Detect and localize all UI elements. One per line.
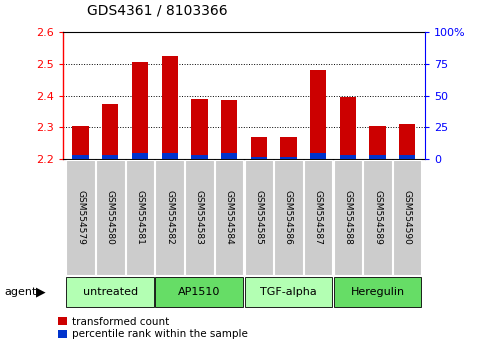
Bar [132, 153, 148, 159]
Bar [340, 155, 356, 159]
Bar [191, 155, 208, 159]
Text: GSM554581: GSM554581 [136, 190, 144, 245]
Text: GSM554585: GSM554585 [254, 190, 263, 245]
Bar [66, 160, 95, 275]
Text: GSM554579: GSM554579 [76, 190, 85, 245]
Text: TGF-alpha: TGF-alpha [260, 287, 317, 297]
Bar [369, 155, 386, 159]
Text: GSM554583: GSM554583 [195, 190, 204, 245]
Bar [244, 277, 332, 307]
Bar [244, 160, 273, 275]
Bar [215, 160, 243, 275]
Bar [393, 160, 422, 275]
Bar [96, 160, 125, 275]
Bar [185, 160, 213, 275]
Bar [161, 153, 178, 159]
Bar [334, 277, 422, 307]
Bar [102, 155, 118, 159]
Text: GSM554587: GSM554587 [313, 190, 323, 245]
Text: GSM554588: GSM554588 [343, 190, 352, 245]
Bar [399, 155, 415, 159]
Bar [191, 99, 208, 159]
Text: GSM554584: GSM554584 [225, 190, 234, 245]
Bar [251, 137, 267, 159]
Text: GSM554582: GSM554582 [165, 190, 174, 245]
Bar [156, 160, 184, 275]
Text: ▶: ▶ [36, 286, 46, 298]
Text: AP1510: AP1510 [178, 287, 221, 297]
Text: GDS4361 / 8103366: GDS4361 / 8103366 [87, 4, 227, 18]
Bar [126, 160, 154, 275]
Bar [280, 137, 297, 159]
Legend: transformed count, percentile rank within the sample: transformed count, percentile rank withi… [58, 317, 248, 339]
Text: GSM554589: GSM554589 [373, 190, 382, 245]
Bar [72, 155, 89, 159]
Bar [310, 70, 327, 159]
Bar [334, 160, 362, 275]
Bar [221, 153, 237, 159]
Bar [66, 277, 154, 307]
Bar [304, 160, 332, 275]
Bar [369, 126, 386, 159]
Text: GSM554590: GSM554590 [403, 190, 412, 245]
Bar [156, 277, 243, 307]
Bar [274, 160, 303, 275]
Bar [132, 62, 148, 159]
Bar [72, 126, 89, 159]
Text: untreated: untreated [83, 287, 138, 297]
Bar [363, 160, 392, 275]
Text: Heregulin: Heregulin [351, 287, 405, 297]
Bar [340, 97, 356, 159]
Bar [161, 56, 178, 159]
Text: GSM554580: GSM554580 [106, 190, 115, 245]
Bar [102, 104, 118, 159]
Bar [251, 157, 267, 159]
Bar [221, 101, 237, 159]
Text: GSM554586: GSM554586 [284, 190, 293, 245]
Text: agent: agent [5, 287, 37, 297]
Bar [399, 124, 415, 159]
Bar [310, 153, 327, 159]
Bar [280, 157, 297, 159]
